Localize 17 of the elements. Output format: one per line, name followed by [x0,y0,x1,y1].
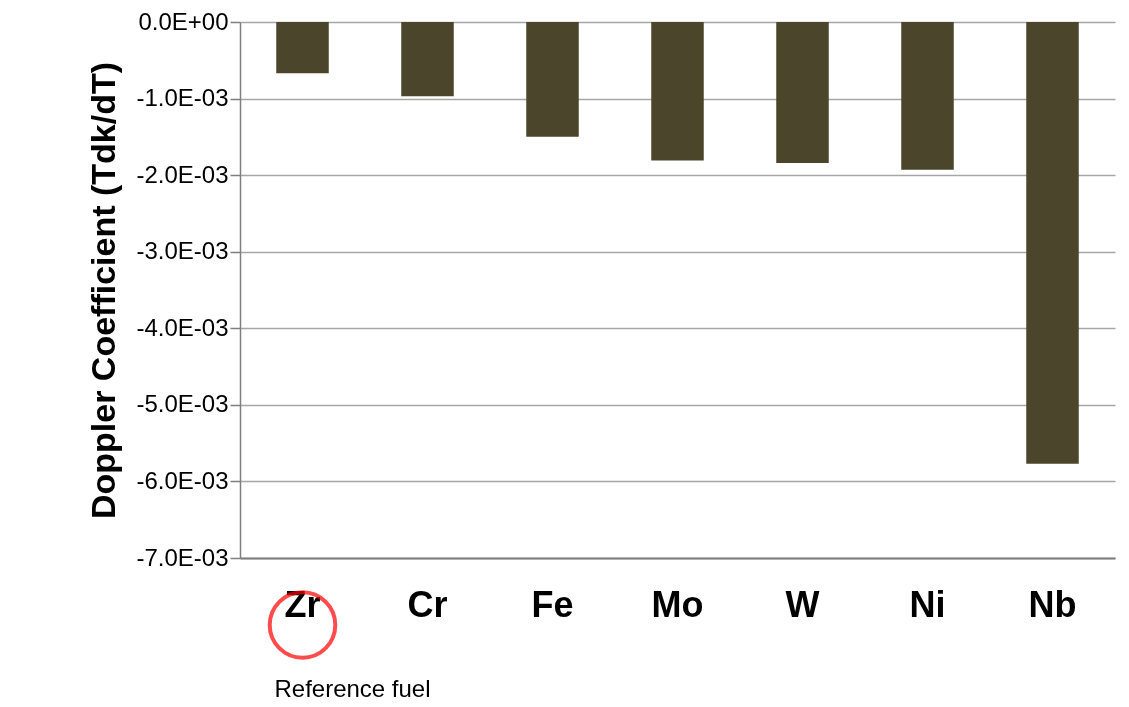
y-axis-title: Doppler Coefficient (Tdk/dT) [84,61,123,520]
x-tick-label: Ni [909,583,946,625]
x-tick-label: Zr [284,583,321,625]
y-tick-label: 0.0E+00 [138,7,229,35]
x-tick-label: Cr [407,583,448,625]
y-tick-label: -5.0E-03 [136,390,229,418]
y-tick-label: -7.0E-03 [136,543,229,571]
y-tick-label: -4.0E-03 [136,313,229,341]
x-tick-label: Fe [531,583,574,625]
x-tick-label: W [785,583,820,625]
y-tick-label: -3.0E-03 [136,237,229,265]
x-tick-label: Nb [1028,583,1077,625]
y-tick-label: -1.0E-03 [136,84,229,112]
y-tick-label: -2.0E-03 [136,160,229,188]
text: Reference fuel [274,675,431,702]
x-tick-label: Mo [651,583,704,625]
y-tick-label: -6.0E-03 [136,466,229,494]
